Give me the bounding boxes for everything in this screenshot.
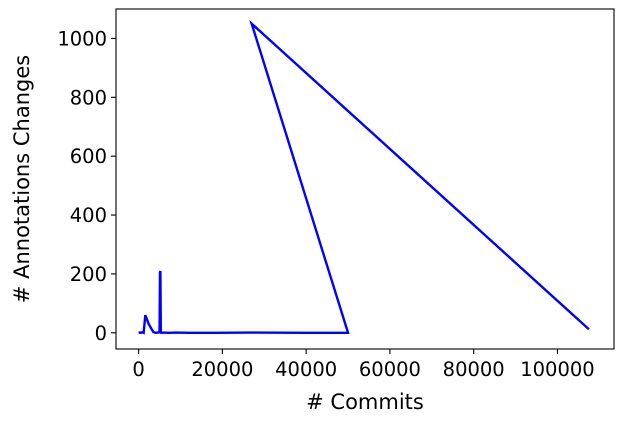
x-axis-label: # Commits [306,390,424,414]
series-group [138,19,590,335]
y-tick-label: 200 [70,263,107,286]
y-tick-label: 600 [70,145,107,168]
y-axis-label: # Annotations Changes [10,55,34,303]
y-tick-label: 800 [70,86,107,109]
plot-frame [115,8,615,350]
y-tick-label: 0 [95,322,107,345]
y-tick-label: 400 [70,204,107,227]
x-tick-label: 60000 [359,358,421,381]
y-axis: 0 200 400 600 800 1000 [57,27,116,345]
y-tick-label: 1000 [57,27,107,50]
x-tick-label: 20000 [191,358,253,381]
series-line [138,19,590,335]
x-tick-label: 100000 [520,358,594,381]
x-axis: 0 20000 40000 60000 80000 100000 [132,349,595,381]
x-tick-label: 0 [132,358,144,381]
plot-area: 0 20000 40000 60000 80000 100000 0 200 400 600 80… [57,8,615,381]
x-tick-label: 40000 [275,358,337,381]
x-tick-label: 80000 [443,358,505,381]
